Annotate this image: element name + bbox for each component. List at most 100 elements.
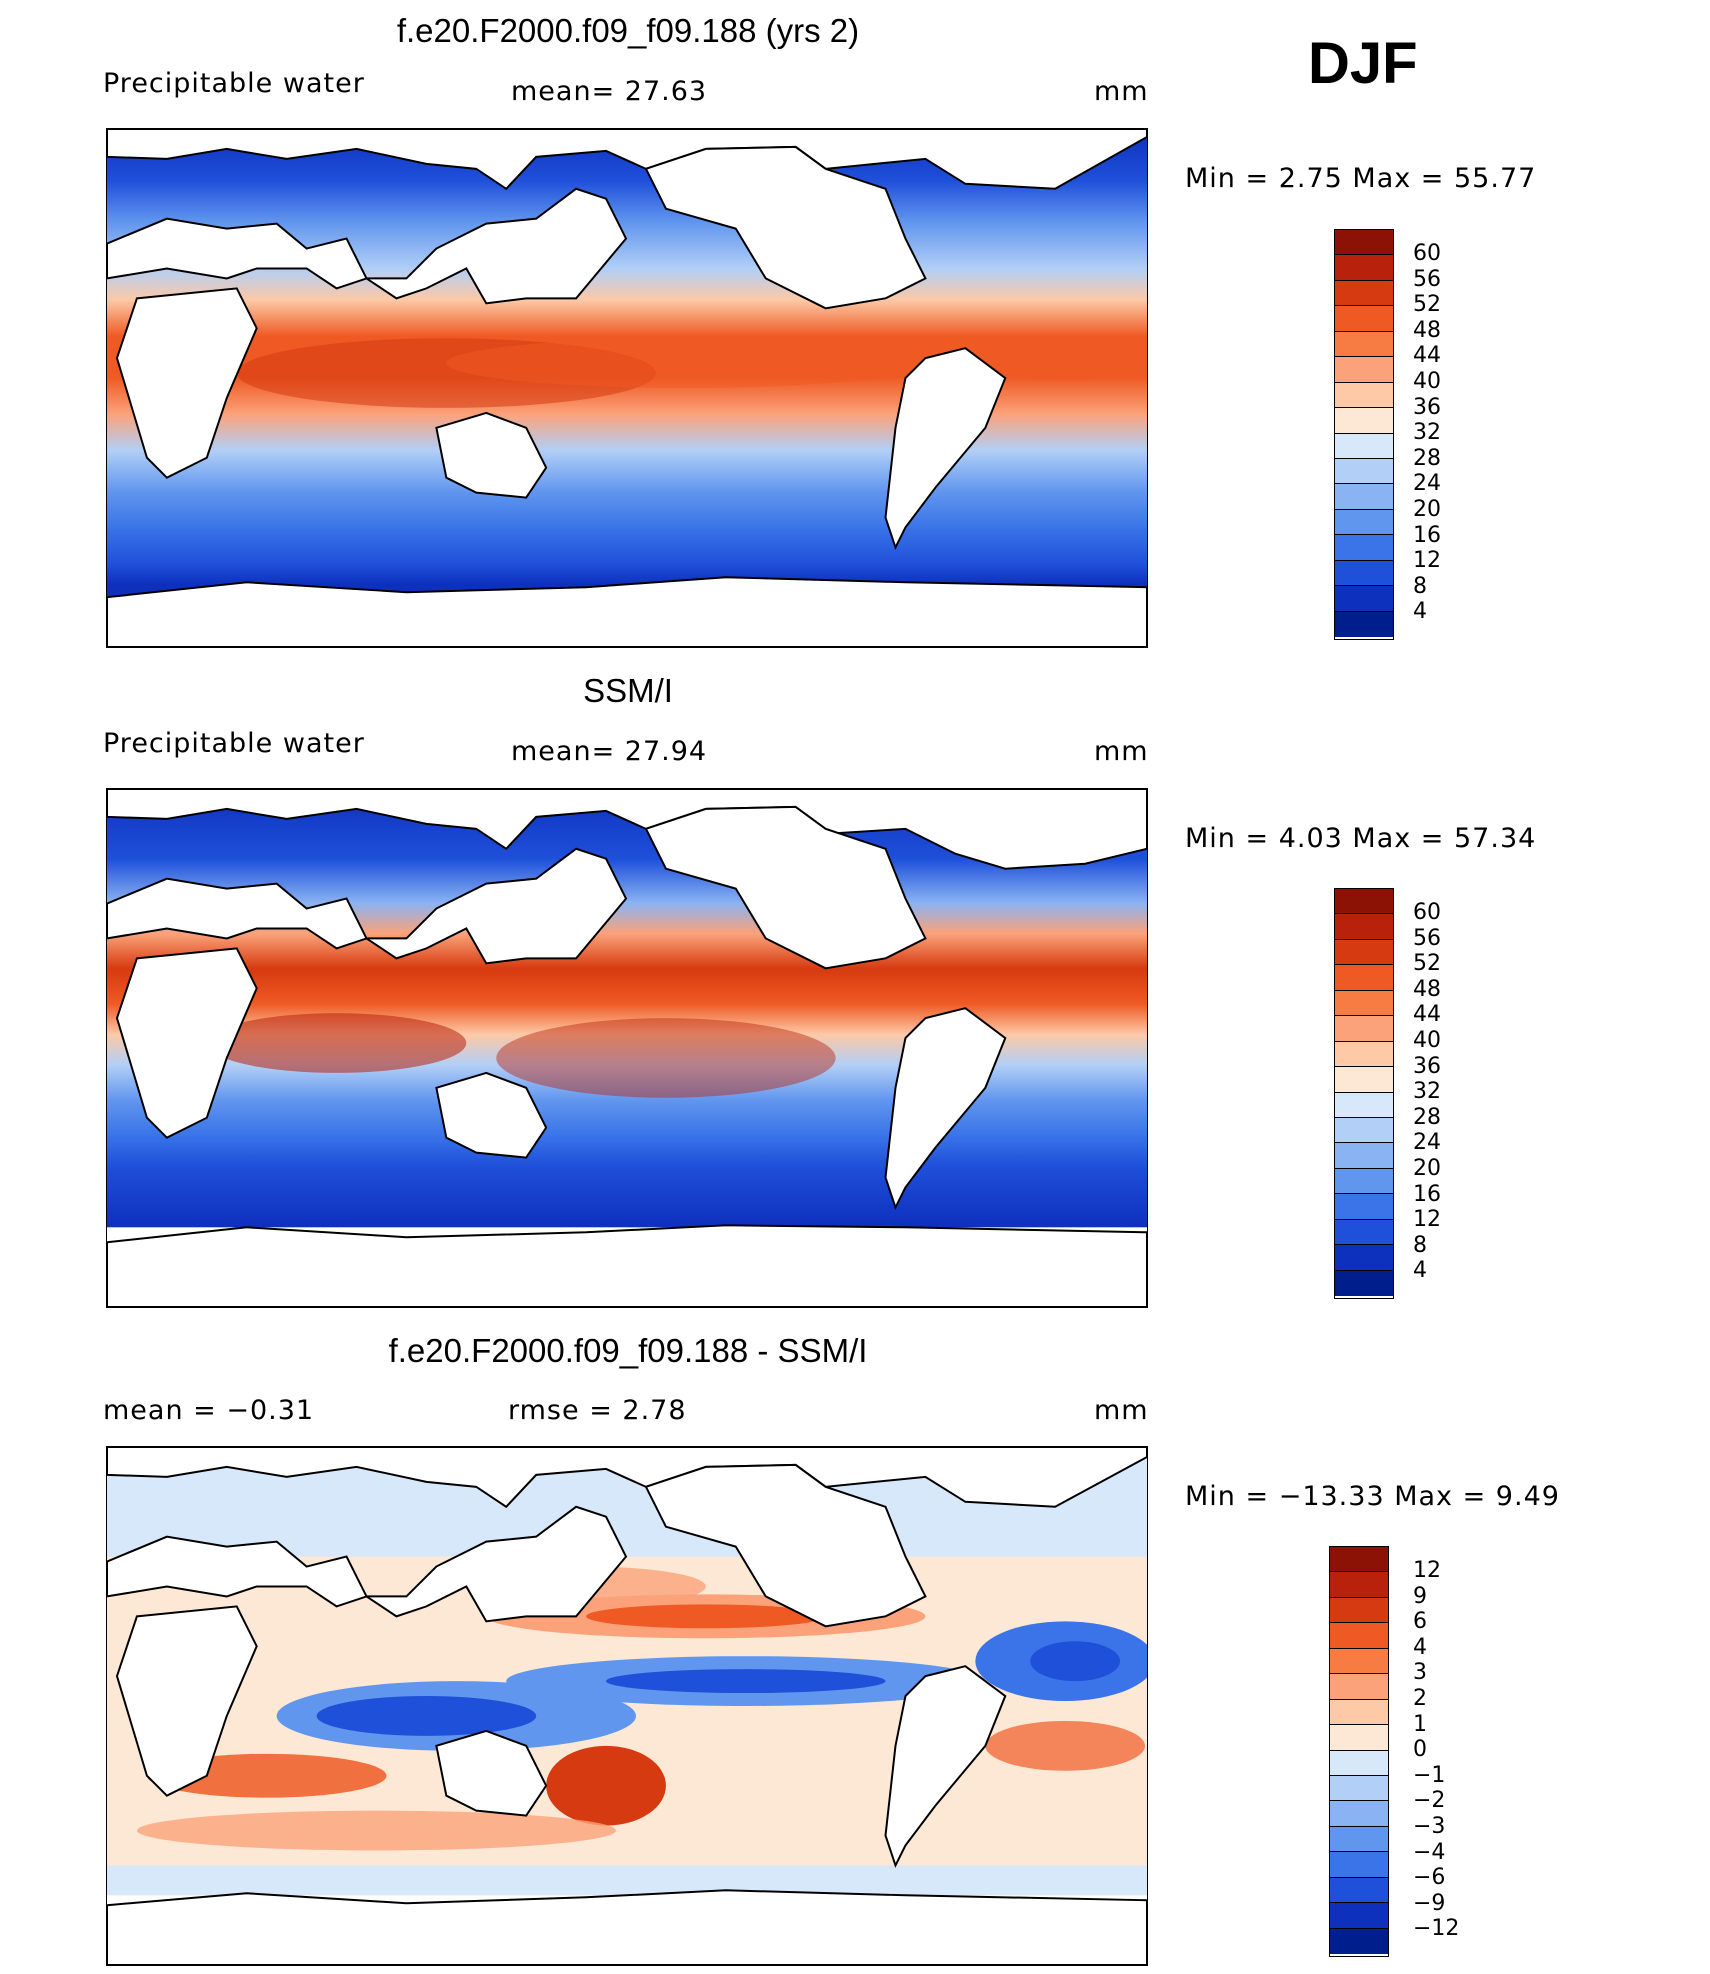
colorbar-tick-label: 60 — [1413, 241, 1441, 266]
colorbar-swatch — [1330, 1547, 1388, 1573]
colorbar-swatch — [1335, 408, 1393, 434]
colorbar-tick-label: 40 — [1413, 1027, 1441, 1053]
colorbar-tick-label: 44 — [1413, 1002, 1441, 1028]
colorbar-tick-label: 40 — [1413, 368, 1441, 394]
colorbar-swatch — [1335, 331, 1393, 358]
colorbar-tick-label: 52 — [1413, 292, 1441, 318]
colorbar-swatch — [1335, 484, 1393, 510]
colorbar-tick-label: −2 — [1413, 1788, 1446, 1814]
colorbar-swatch — [1330, 1928, 1388, 1954]
colorbar-swatch — [1335, 509, 1393, 536]
colorbar-tick-label: 52 — [1413, 951, 1441, 977]
colorbar-tick-label: 8 — [1413, 1232, 1427, 1258]
colorbar-swatch — [1335, 939, 1393, 966]
colorbar-swatch — [1335, 560, 1393, 587]
colorbar-swatch — [1330, 1775, 1388, 1802]
colorbar-tick-label: 36 — [1413, 394, 1441, 420]
colorbar-swatch — [1335, 914, 1393, 940]
colorbar-swatch — [1335, 1219, 1393, 1246]
colorbar-tick-label: −12 — [1413, 1916, 1460, 1942]
colorbar-tick-label: 4 — [1413, 599, 1427, 625]
colorbar-swatch — [1330, 1674, 1388, 1700]
colorbar-tick-label: 4 — [1413, 1634, 1427, 1660]
colorbar-tick-label: −9 — [1413, 1890, 1446, 1916]
colorbar-swatch — [1330, 1597, 1388, 1624]
colorbar-swatch — [1335, 1117, 1393, 1144]
panel-2-mean-label: mean= 27.94 — [511, 736, 708, 767]
colorbar-tick-label: −4 — [1413, 1839, 1446, 1865]
colorbar-swatch — [1335, 433, 1393, 459]
colorbar-swatch — [1335, 255, 1393, 281]
colorbar-swatch — [1335, 586, 1393, 612]
panel-2-map-plot — [107, 789, 1147, 1307]
colorbar-swatch — [1330, 1623, 1388, 1649]
panel-3-minmax: Min = −13.33 Max = 9.49 — [1185, 1481, 1560, 1512]
colorbar-tick-label: 60 — [1413, 900, 1441, 925]
panel-1-map-plot — [107, 129, 1147, 647]
panel-3-map-plot — [107, 1447, 1147, 1965]
panel-2-title: SSM/I — [583, 672, 673, 709]
colorbar-swatch — [1335, 535, 1393, 561]
colorbar-swatch — [1335, 965, 1393, 991]
colorbar-tick-label: 20 — [1413, 496, 1441, 522]
colorbar-swatch — [1335, 280, 1393, 307]
colorbar-tick-label: 28 — [1413, 1104, 1441, 1130]
panel-3-colorbar-ticks: 12 9 6 4 3 2 1 0 −1 −2 −3 −4 −6 −9 −12 — [1413, 1558, 1459, 1942]
colorbar-swatch — [1330, 1648, 1388, 1675]
season-label: DJF — [1308, 31, 1418, 96]
panel-2-map — [106, 788, 1148, 1308]
colorbar-tick-label: 28 — [1413, 445, 1441, 471]
panel-1-colorbar — [1334, 229, 1394, 640]
panel-1-title: f.e20.F2000.f09_f09.188 (yrs 2) — [396, 12, 860, 49]
panel-3-rmse-label: rmse = 2.78 — [508, 1395, 687, 1426]
colorbar-tick-label: 1 — [1413, 1711, 1427, 1737]
colorbar-tick-label: 20 — [1413, 1155, 1441, 1181]
colorbar-swatch — [1330, 1572, 1388, 1598]
colorbar-tick-label: 56 — [1413, 266, 1441, 292]
colorbar-swatch — [1335, 611, 1393, 637]
colorbar-tick-label: 0 — [1413, 1737, 1427, 1763]
panel-2-variable-label: Precipitable water — [103, 728, 365, 759]
panel-1-colorbar-ticks: 60 56 52 48 44 40 36 32 28 24 20 16 12 8 4 — [1413, 241, 1441, 625]
colorbar-tick-label: −3 — [1413, 1813, 1446, 1839]
colorbar-tick-label: 16 — [1413, 522, 1441, 548]
colorbar-tick-label: 24 — [1413, 471, 1441, 497]
colorbar-tick-label: −1 — [1413, 1762, 1446, 1788]
colorbar-tick-label: 8 — [1413, 573, 1427, 599]
colorbar-tick-label: 32 — [1413, 1079, 1441, 1105]
colorbar-tick-label: 6 — [1413, 1609, 1427, 1635]
colorbar-swatch — [1330, 1826, 1388, 1853]
colorbar-swatch — [1335, 990, 1393, 1017]
panel-3-title: f.e20.F2000.f09_f09.188 - SSM/I — [388, 1332, 868, 1369]
colorbar-swatch — [1335, 1245, 1393, 1271]
colorbar-tick-label: 32 — [1413, 420, 1441, 446]
panel-1-minmax: Min = 2.75 Max = 55.77 — [1185, 163, 1537, 194]
colorbar-swatch — [1330, 1877, 1388, 1904]
colorbar-tick-label: 4 — [1413, 1258, 1427, 1284]
colorbar-tick-label: 36 — [1413, 1053, 1441, 1079]
colorbar-swatch — [1335, 230, 1393, 256]
panel-3-colorbar — [1329, 1546, 1389, 1957]
colorbar-swatch — [1335, 1016, 1393, 1042]
colorbar-swatch — [1335, 1092, 1393, 1118]
colorbar-swatch — [1330, 1699, 1388, 1726]
colorbar-swatch — [1335, 458, 1393, 485]
panel-1-units-label: mm — [1094, 76, 1149, 107]
colorbar-swatch — [1335, 1143, 1393, 1169]
colorbar-tick-label: −6 — [1413, 1865, 1446, 1891]
colorbar-swatch — [1330, 1903, 1388, 1929]
colorbar-swatch — [1335, 1041, 1393, 1068]
colorbar-swatch — [1335, 357, 1393, 383]
colorbar-tick-label: 48 — [1413, 317, 1441, 343]
colorbar-tick-label: 16 — [1413, 1181, 1441, 1207]
colorbar-swatch — [1335, 1168, 1393, 1195]
colorbar-tick-label: 9 — [1413, 1583, 1427, 1609]
colorbar-tick-label: 2 — [1413, 1685, 1427, 1711]
panel-1-map — [106, 128, 1148, 648]
colorbar-swatch — [1335, 1270, 1393, 1296]
panel-3-mean-label: mean = −0.31 — [103, 1395, 315, 1426]
colorbar-tick-label: 3 — [1413, 1660, 1427, 1686]
colorbar-swatch — [1335, 889, 1393, 915]
colorbar-tick-label: 12 — [1413, 1207, 1441, 1233]
colorbar-swatch — [1335, 382, 1393, 409]
